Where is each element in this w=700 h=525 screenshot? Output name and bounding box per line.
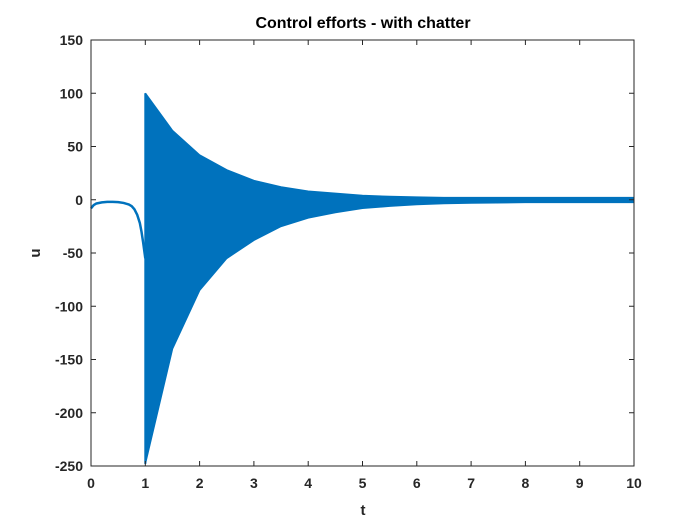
- y-axis: 150 100 50 0 -50 -100 -150 -200 -250: [55, 32, 634, 474]
- chatter-lower-envelope: [144, 201, 634, 465]
- y-tick-label: -250: [55, 458, 83, 474]
- x-tick-label: 9: [576, 475, 584, 491]
- x-tick-label: 0: [87, 475, 95, 491]
- x-axis-title: t: [361, 502, 366, 519]
- y-tick-label: 150: [60, 32, 84, 48]
- x-tick-label: 4: [304, 475, 312, 491]
- series-line-smooth: [90, 200, 147, 259]
- x-tick-label: 7: [467, 475, 475, 491]
- x-tick-label: 3: [250, 475, 258, 491]
- x-tick-label: 2: [196, 475, 204, 491]
- y-tick-label: -150: [55, 352, 83, 368]
- y-tick-label: -50: [63, 245, 83, 261]
- x-tick-label: 6: [413, 475, 421, 491]
- chart-title: Control efforts - with chatter: [255, 15, 470, 32]
- y-tick-label: -100: [55, 298, 83, 314]
- y-tick-label: -200: [55, 405, 83, 421]
- y-tick-label: 0: [75, 192, 83, 208]
- x-axis: 0 1 2 3 4 5 6 7 8 9 10: [87, 40, 642, 491]
- y-tick-label: 50: [67, 139, 83, 155]
- chatter-upper-envelope: [144, 92, 634, 199]
- x-tick-label: 8: [522, 475, 530, 491]
- x-tick-label: 1: [141, 475, 149, 491]
- x-tick-label: 5: [359, 475, 367, 491]
- y-tick-label: 100: [60, 85, 84, 101]
- series-layer: [90, 92, 635, 465]
- y-axis-title: u: [27, 248, 44, 257]
- x-tick-label: 10: [626, 475, 642, 491]
